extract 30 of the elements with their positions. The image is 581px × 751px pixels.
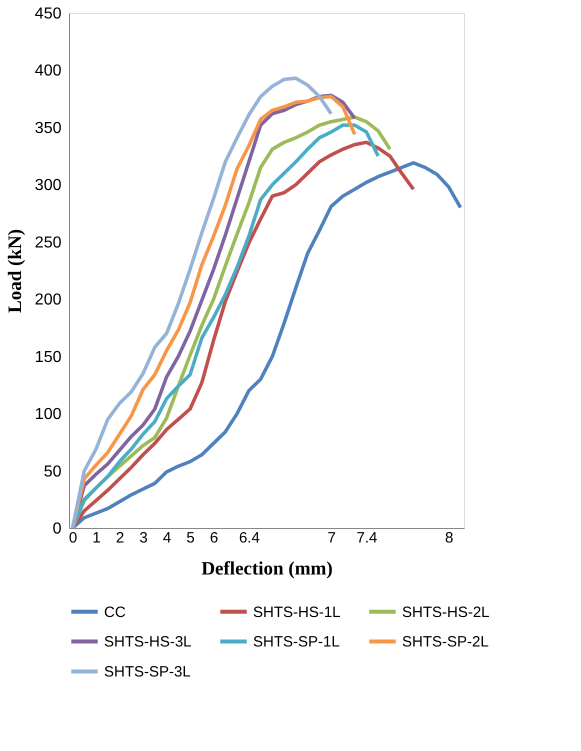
x-tick-label: 6.4: [238, 530, 260, 546]
y-tick-label: 350: [34, 120, 62, 137]
y-tick-label: 250: [34, 234, 62, 252]
x-tick-label: 1: [92, 530, 101, 546]
y-tick-label: 150: [34, 348, 62, 366]
x-tick-label: 8: [445, 530, 454, 546]
legend-label: SHTS-HS-3L: [104, 634, 192, 650]
legend-label: SHTS-HS-2L: [402, 604, 490, 621]
x-tick-label: 4: [162, 530, 172, 546]
y-tick-label: 450: [34, 6, 62, 22]
x-tick-label: 5: [186, 530, 195, 546]
y-tick-label: 400: [34, 62, 62, 80]
line-series: [70, 161, 462, 530]
legend-label: SHTS-SP-3L: [104, 664, 191, 680]
x-tick-label: 2: [116, 530, 124, 546]
x-tick-label: 0: [68, 530, 78, 546]
legend-label: SHTS-SP-1L: [253, 634, 340, 650]
y-tick-label: 100: [34, 406, 62, 424]
y-tick-label: 300: [34, 177, 62, 194]
legend-label: SHTS-HS-1L: [253, 604, 341, 621]
x-tick-label: 3: [139, 530, 148, 546]
x-tick-label: 6: [210, 530, 218, 546]
y-axis-title: Load (kN): [4, 229, 26, 313]
y-tick-label: 200: [34, 292, 62, 309]
x-tick-label: 7: [327, 530, 336, 546]
x-tick-label: 7.4: [356, 530, 378, 546]
legend-label: CC: [104, 604, 126, 621]
legend-label: SHTS-SP-2L: [402, 634, 489, 650]
y-tick-label: 50: [44, 463, 62, 480]
x-axis-title: Deflection (mm): [201, 558, 333, 580]
